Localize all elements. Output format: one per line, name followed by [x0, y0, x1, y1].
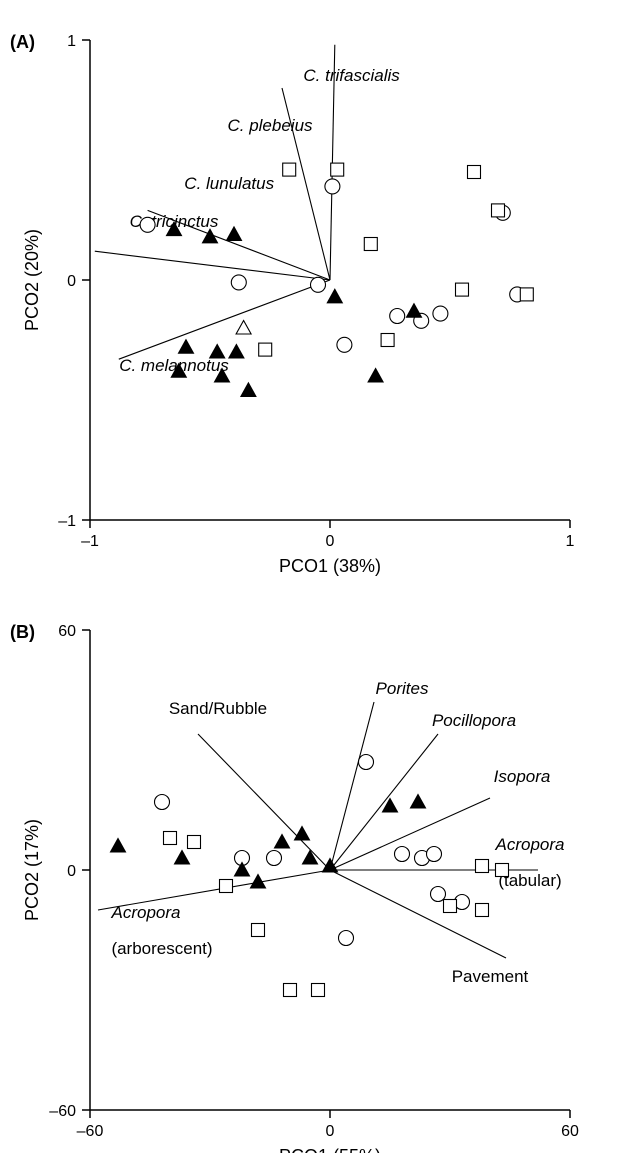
vector-label: Isopora	[494, 767, 551, 786]
marker-square-open	[476, 860, 489, 873]
x-tick-label: –60	[77, 1123, 104, 1140]
y-tick-label: 0	[67, 273, 76, 290]
marker-triangle-filled	[407, 304, 422, 318]
marker-square-open	[496, 864, 509, 877]
vector-label: C. lunulatus	[184, 174, 274, 193]
marker-triangle-filled	[235, 863, 250, 877]
marker-square-open	[284, 984, 297, 997]
vector-sublabel: (arborescent)	[111, 939, 212, 958]
marker-square-open	[381, 334, 394, 347]
y-tick-label: –60	[49, 1103, 76, 1120]
marker-circle-open	[337, 337, 352, 352]
marker-triangle-filled	[179, 340, 194, 354]
marker-square-open	[220, 880, 233, 893]
x-tick-label: 60	[561, 1123, 579, 1140]
x-tick-label: –1	[81, 533, 99, 550]
marker-triangle-filled	[210, 345, 225, 359]
marker-circle-open	[155, 795, 170, 810]
biplot-vector	[330, 702, 374, 870]
marker-triangle-filled	[229, 345, 244, 359]
marker-square-open	[476, 904, 489, 917]
x-tick-label: 0	[326, 1123, 335, 1140]
vector-label: Sand/Rubble	[169, 699, 267, 718]
marker-triangle-filled	[227, 227, 242, 241]
marker-square-open	[252, 924, 265, 937]
marker-triangle-open	[236, 321, 251, 335]
marker-square-open	[456, 283, 469, 296]
marker-triangle-filled	[411, 795, 426, 809]
x-axis-label: PCO1 (38%)	[279, 556, 381, 576]
marker-triangle-filled	[275, 835, 290, 849]
vector-label: Pavement	[452, 967, 529, 986]
biplot-vector	[95, 251, 330, 280]
panel-letter: (B)	[10, 622, 35, 642]
marker-circle-open	[433, 306, 448, 321]
marker-triangle-filled	[111, 839, 126, 853]
marker-triangle-filled	[241, 383, 256, 397]
marker-circle-open	[427, 847, 442, 862]
x-axis-label: PCO1 (55%)	[279, 1146, 381, 1153]
biplot-vector	[198, 734, 330, 870]
marker-square-open	[259, 343, 272, 356]
marker-circle-open	[311, 277, 326, 292]
panel-letter: (A)	[10, 32, 35, 52]
y-axis-label: PCO2 (17%)	[22, 819, 42, 921]
marker-triangle-filled	[295, 827, 310, 841]
marker-square-open	[164, 832, 177, 845]
marker-circle-open	[390, 309, 405, 324]
y-tick-label: –1	[58, 513, 76, 530]
marker-square-open	[364, 238, 377, 251]
y-tick-label: 1	[67, 33, 76, 50]
marker-circle-open	[325, 179, 340, 194]
vector-label: Acropora	[111, 903, 181, 922]
vector-label: C. trifascialis	[303, 66, 400, 85]
vector-label: Pocillopora	[432, 711, 516, 730]
x-tick-label: 1	[566, 533, 575, 550]
vector-label: Porites	[376, 679, 429, 698]
marker-circle-open	[395, 847, 410, 862]
vector-label: Acropora	[495, 835, 565, 854]
marker-square-open	[444, 900, 457, 913]
marker-triangle-filled	[303, 851, 318, 865]
marker-circle-open	[267, 851, 282, 866]
biplot-vector	[119, 280, 330, 359]
marker-triangle-filled	[175, 851, 190, 865]
marker-circle-open	[140, 217, 155, 232]
marker-triangle-filled	[327, 289, 342, 303]
marker-circle-open	[231, 275, 246, 290]
y-tick-label: 60	[58, 623, 76, 640]
x-tick-label: 0	[326, 533, 335, 550]
marker-triangle-filled	[368, 369, 383, 383]
vector-label: C. plebeius	[227, 116, 313, 135]
y-axis-label: PCO2 (20%)	[22, 229, 42, 331]
marker-square-open	[468, 166, 481, 179]
marker-square-open	[492, 204, 505, 217]
marker-circle-open	[339, 931, 354, 946]
biplot-vector	[330, 798, 490, 870]
marker-square-open	[312, 984, 325, 997]
marker-square-open	[331, 163, 344, 176]
ordination-figure: (A) –1 0 1 –1 0 1 PCO1 (38%) PCO2 (20%) C. trifas…	[0, 0, 628, 1153]
y-tick-label: 0	[67, 863, 76, 880]
marker-square-open	[283, 163, 296, 176]
marker-circle-open	[359, 755, 374, 770]
marker-square-open	[520, 288, 533, 301]
marker-square-open	[188, 836, 201, 849]
